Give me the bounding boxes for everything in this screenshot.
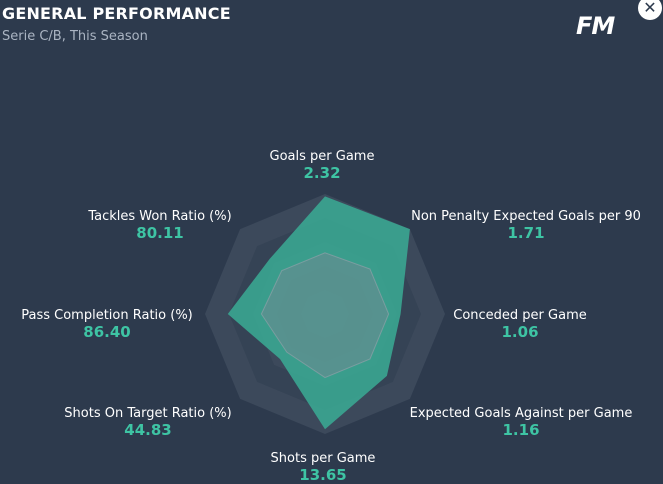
metric-label-1: Non Penalty Expected Goals per 90 1.71: [411, 209, 641, 242]
metric-name: Shots On Target Ratio (%): [64, 406, 232, 421]
metric-value: 44.83: [124, 421, 172, 439]
metric-label-3: Expected Goals Against per Game 1.16: [410, 406, 633, 439]
metric-value: 86.40: [83, 323, 131, 341]
metric-label-0: Goals per Game 2.32: [270, 149, 375, 182]
metric-name: Expected Goals Against per Game: [409, 406, 633, 421]
metric-value: 1.71: [507, 224, 545, 242]
metric-value: 2.32: [303, 164, 341, 182]
metric-value: 1.06: [501, 323, 539, 341]
radar-series-team: [227, 196, 410, 430]
close-button[interactable]: ✕: [638, 0, 662, 20]
metric-label-6: Pass Completion Ratio (%) 86.40: [21, 308, 193, 341]
metric-name: Tackles Won Ratio (%): [88, 209, 232, 224]
metric-name: Conceded per Game: [453, 308, 587, 323]
metric-label-4: Shots per Game 13.65: [271, 451, 376, 484]
metric-name: Non Penalty Expected Goals per 90: [411, 209, 641, 224]
metric-label-7: Tackles Won Ratio (%) 80.11: [88, 209, 231, 242]
page-title: GENERAL PERFORMANCE: [2, 4, 231, 23]
metric-label-5: Shots On Target Ratio (%) 44.83: [64, 406, 231, 439]
metric-value: 13.65: [299, 466, 347, 484]
metric-name: Goals per Game: [269, 149, 375, 164]
metric-value: 80.11: [136, 224, 184, 242]
metric-name: Shots per Game: [270, 451, 376, 466]
metric-name: Pass Completion Ratio (%): [21, 308, 193, 323]
page-subtitle: Serie C/B, This Season: [2, 29, 148, 44]
metric-value: 1.16: [502, 421, 540, 439]
metric-label-2: Conceded per Game 1.06: [453, 308, 586, 341]
radar-series-average: [260, 252, 390, 379]
fm-logo: FM: [576, 12, 615, 40]
